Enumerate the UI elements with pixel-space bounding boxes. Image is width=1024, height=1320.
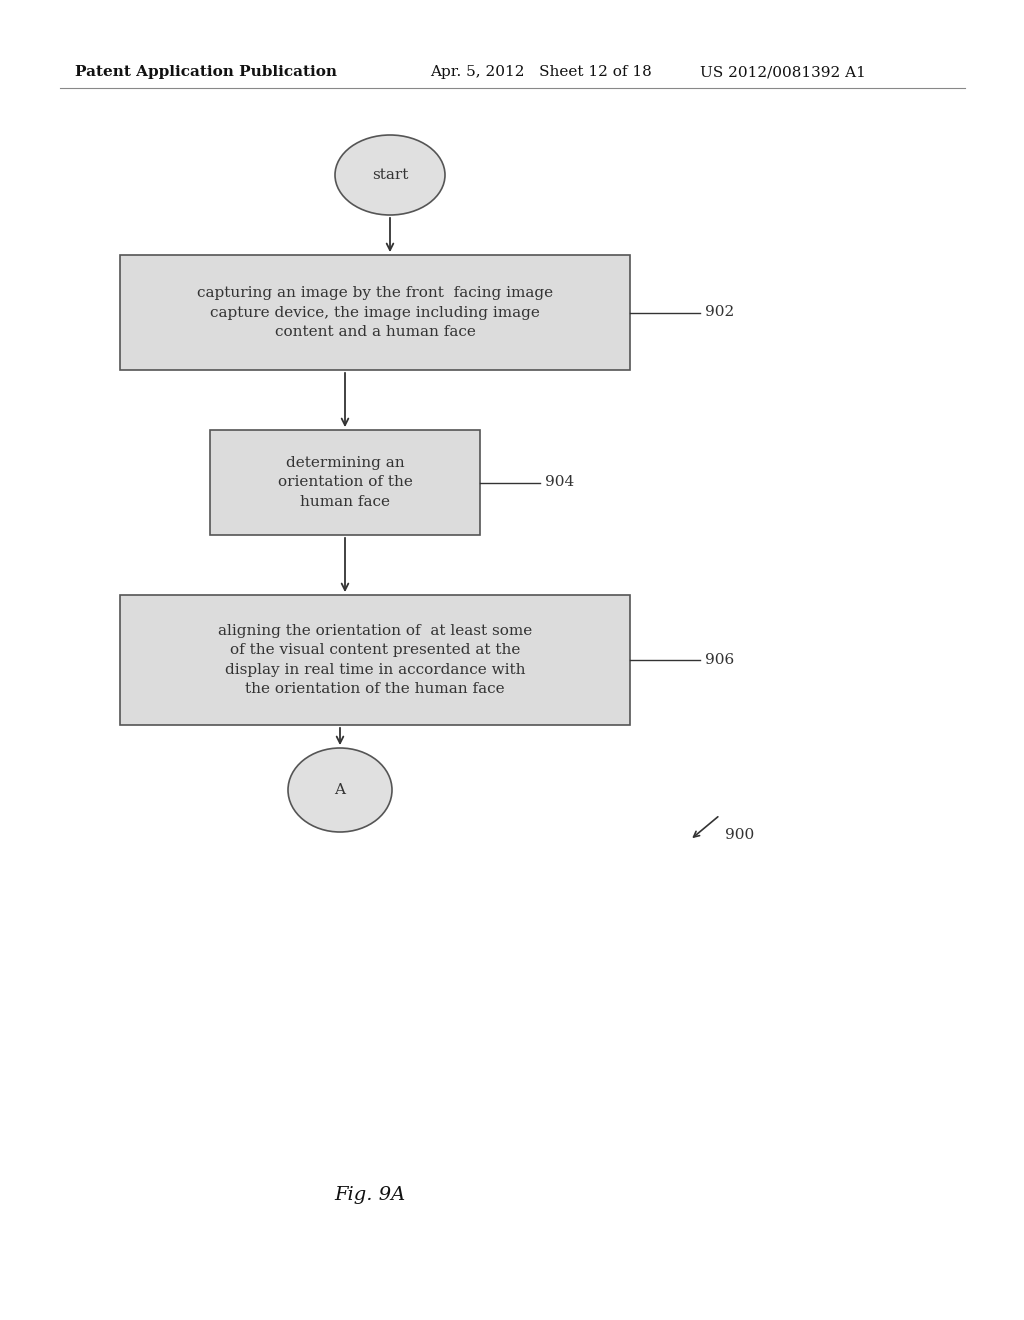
Text: 902: 902 xyxy=(705,305,734,319)
Text: 904: 904 xyxy=(545,475,574,490)
Text: 906: 906 xyxy=(705,653,734,667)
FancyBboxPatch shape xyxy=(120,255,630,370)
Text: determining an
orientation of the
human face: determining an orientation of the human … xyxy=(278,455,413,510)
Text: US 2012/0081392 A1: US 2012/0081392 A1 xyxy=(700,65,866,79)
Text: aligning the orientation of  at least some
of the visual content presented at th: aligning the orientation of at least som… xyxy=(218,624,532,696)
Text: Patent Application Publication: Patent Application Publication xyxy=(75,65,337,79)
FancyBboxPatch shape xyxy=(210,430,480,535)
FancyBboxPatch shape xyxy=(120,595,630,725)
Text: capturing an image by the front  facing image
capture device, the image includin: capturing an image by the front facing i… xyxy=(197,286,553,339)
Text: A: A xyxy=(335,783,345,797)
Ellipse shape xyxy=(288,748,392,832)
Ellipse shape xyxy=(335,135,445,215)
Text: Apr. 5, 2012   Sheet 12 of 18: Apr. 5, 2012 Sheet 12 of 18 xyxy=(430,65,651,79)
Text: start: start xyxy=(372,168,409,182)
Text: Fig. 9A: Fig. 9A xyxy=(335,1185,406,1204)
Text: 900: 900 xyxy=(725,828,755,842)
